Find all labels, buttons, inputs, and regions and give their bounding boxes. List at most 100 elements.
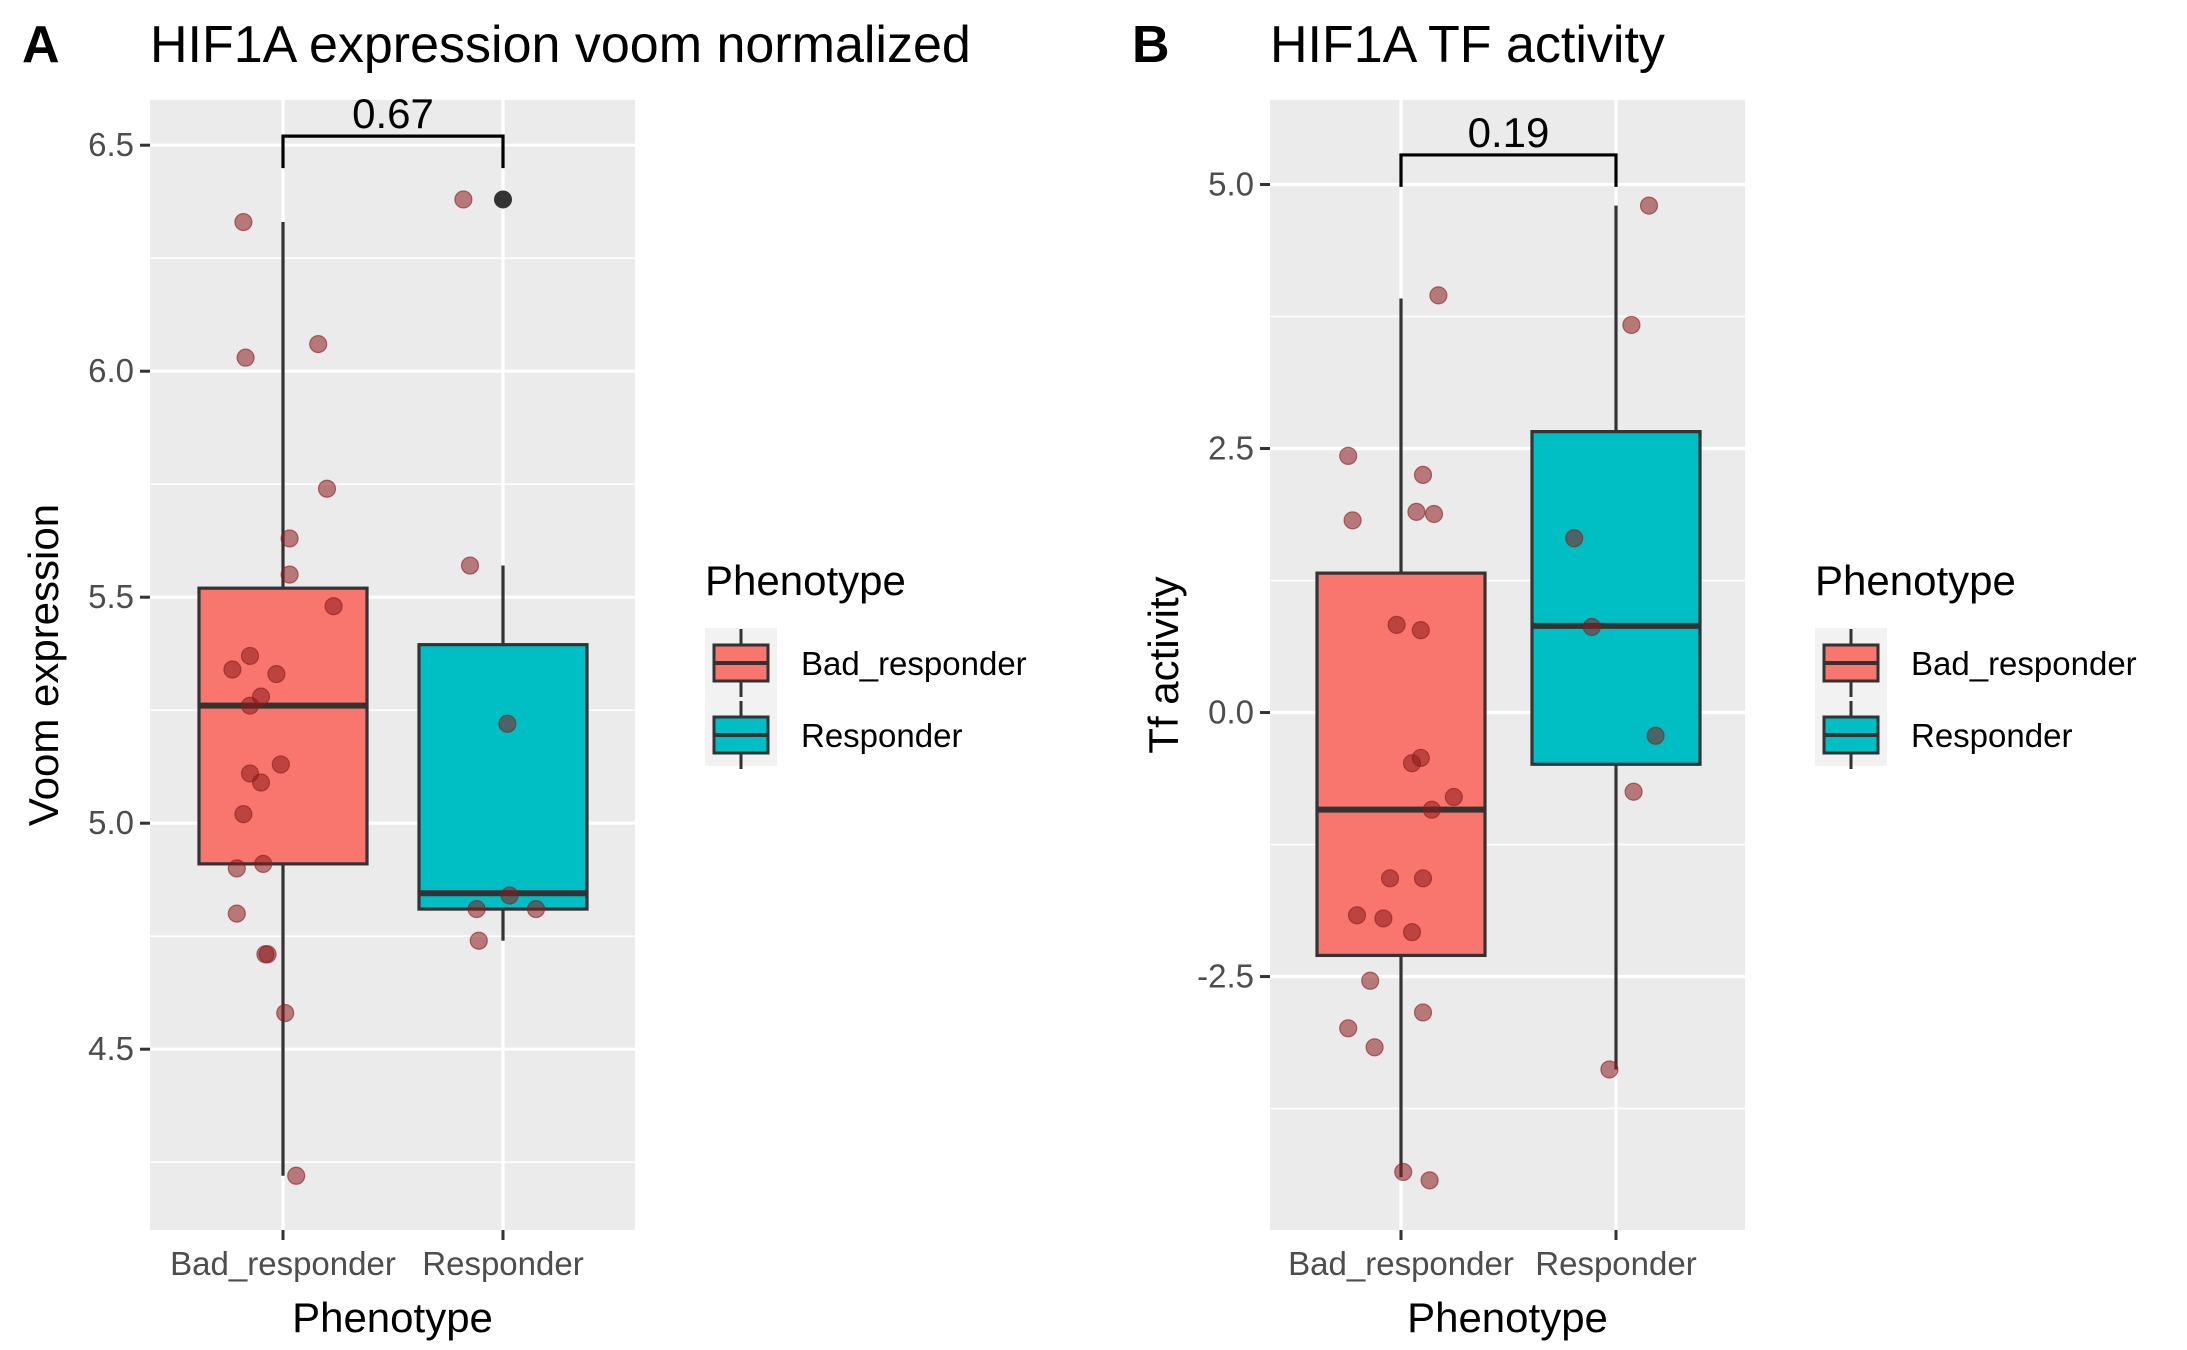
data-point <box>1402 923 1422 942</box>
panel-b-y-tick-label: 2.5 <box>1208 430 1254 467</box>
data-point <box>1413 1003 1433 1022</box>
data-point <box>1361 971 1380 990</box>
panel-a-legend-title: Phenotype <box>705 557 906 604</box>
data-point <box>467 899 486 919</box>
panel-a-legend-label-responder: Responder <box>801 717 962 754</box>
panel-a-axes: 4.5 5.0 5.5 6.0 6.5 Bad_responder Responder <box>88 126 584 1282</box>
data-point <box>276 1003 295 1023</box>
data-point <box>1624 782 1643 801</box>
panel-b-p-value: 0.19 <box>1468 109 1550 156</box>
data-point <box>1582 617 1601 637</box>
data-point <box>1347 906 1367 925</box>
panel-a-points <box>223 190 546 1185</box>
panel-a-box-responder <box>417 190 589 941</box>
data-point <box>271 755 290 774</box>
panel-b-axes: -2.5 0.0 2.5 5.0 Bad_responder Responder <box>1197 165 1697 1282</box>
data-point <box>1420 1171 1439 1190</box>
data-point <box>227 859 246 878</box>
panel-a-box-bad-responder <box>197 222 369 1176</box>
data-point <box>1444 787 1463 807</box>
data-point <box>287 1166 306 1185</box>
panel-b-legend-title: Phenotype <box>1815 557 2016 604</box>
data-point <box>251 773 271 792</box>
data-point <box>1343 511 1362 530</box>
outlier-point <box>494 190 512 209</box>
panel-a-boxes <box>197 190 589 1176</box>
panel-a-y-tick-label: 5.5 <box>88 578 134 615</box>
panel-b-points <box>1339 196 1665 1190</box>
data-point <box>1646 726 1665 745</box>
panel-a-x-tick-label: Bad_responder <box>170 1245 396 1282</box>
panel-a-comparison: 0.67 <box>281 90 505 169</box>
data-point <box>1402 754 1422 773</box>
data-point <box>240 646 260 666</box>
data-point <box>500 886 519 905</box>
data-point <box>236 348 255 367</box>
data-point <box>1394 1162 1413 1182</box>
panel-a-y-axis-title: Voom expression <box>20 504 67 826</box>
data-point <box>324 597 343 616</box>
data-point <box>1422 800 1441 819</box>
data-point <box>1387 615 1406 634</box>
box-iqr <box>1530 430 1702 766</box>
panel-b-legend: Phenotype Bad_responder Responder <box>1815 557 2137 769</box>
panel-b-comparison: 0.19 <box>1399 109 1618 187</box>
data-point <box>1600 1060 1619 1079</box>
box-iqr <box>417 643 589 911</box>
panel-b-x-axis-title: Phenotype <box>1407 1294 1608 1341</box>
data-point <box>227 904 246 923</box>
panel-b-box-bad-responder <box>1315 298 1487 1178</box>
panel-a-letter: A <box>22 16 60 74</box>
data-point <box>526 899 546 919</box>
panel-b-y-tick-label: 5.0 <box>1208 165 1254 202</box>
panel-b-boxes <box>1315 205 1702 1178</box>
data-point <box>234 212 253 232</box>
data-point <box>469 931 488 950</box>
panel-a-legend-label-bad-responder: Bad_responder <box>801 645 1027 682</box>
data-point <box>1639 196 1659 215</box>
panel-a-legend-key-responder <box>712 701 770 769</box>
box-iqr <box>197 586 369 866</box>
panel-a-y-tick-label: 4.5 <box>88 1030 134 1067</box>
panel-b-comparison-bracket <box>1399 153 1618 187</box>
panel-a-y-tick-label: 6.0 <box>88 352 134 389</box>
panel-b-x-tick-label: Responder <box>1535 1245 1696 1282</box>
data-point <box>1339 1019 1358 1038</box>
data-point <box>1411 621 1430 640</box>
panel-b-title: HIF1A TF activity <box>1270 16 1665 74</box>
data-point <box>280 565 299 584</box>
panel-b-y-axis-title: Tf activity <box>1140 576 1187 753</box>
data-point <box>240 696 260 715</box>
data-point <box>1413 869 1433 888</box>
panel-a-p-value: 0.67 <box>352 90 434 137</box>
panel-a-comparison-bracket <box>281 134 505 169</box>
panel-b-legend-label-responder: Responder <box>1911 717 2072 754</box>
panel-b-y-tick-label: 0.0 <box>1208 694 1254 731</box>
data-point <box>317 479 337 498</box>
panel-a-title: HIF1A expression voom normalized <box>150 16 971 74</box>
panel-b-box-responder <box>1530 205 1702 1070</box>
panel-a-legend-key-bad-responder <box>712 629 770 697</box>
panel-a-x-axis-title: Phenotype <box>292 1294 493 1341</box>
data-point <box>1339 446 1358 465</box>
data-point <box>1365 1038 1384 1057</box>
data-point <box>454 190 473 209</box>
data-point <box>223 660 242 679</box>
panel-b-x-tick-label: Bad_responder <box>1288 1245 1514 1282</box>
panel-b-letter: B <box>1132 16 1170 74</box>
data-point <box>267 664 286 684</box>
panel-b-legend-key-responder <box>1822 701 1880 769</box>
data-point <box>1380 869 1400 888</box>
panel-a-legend: Phenotype Bad_responder Responder <box>705 557 1027 769</box>
data-point <box>1413 465 1433 485</box>
data-point <box>498 714 517 733</box>
data-point <box>1622 315 1641 335</box>
panel-b-legend-label-bad-responder: Bad_responder <box>1911 645 2137 682</box>
panel-b-y-tick-label: -2.5 <box>1197 958 1254 995</box>
data-point <box>1374 909 1393 928</box>
data-point <box>234 805 253 824</box>
data-point <box>258 945 277 964</box>
data-point <box>460 556 480 575</box>
panel-b: B HIF1A TF activity 0.19 -2.5 0.0 2.5 5.0 Ba… <box>1132 16 2137 1341</box>
